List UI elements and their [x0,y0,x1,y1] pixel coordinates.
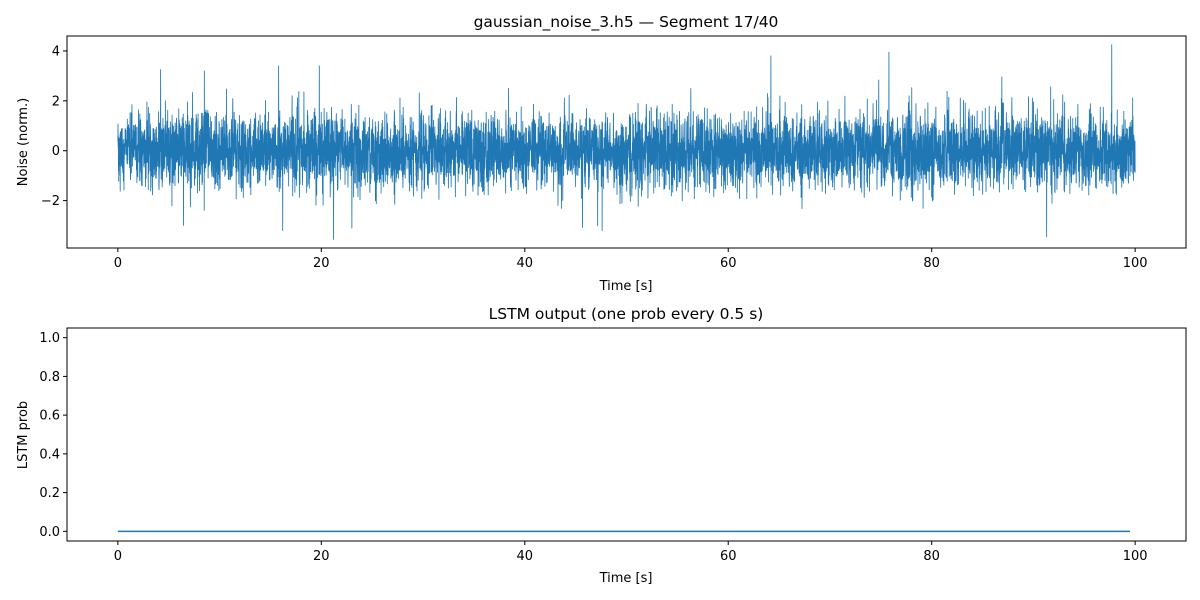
y-tick-label: 4 [52,44,60,59]
x-tick-label: 100 [1123,256,1148,271]
lstm-chart-title: LSTM output (one prob every 0.5 s) [489,305,764,323]
x-tick-label: 40 [516,549,533,564]
x-tick-label: 100 [1123,549,1148,564]
noise-plot-frame [66,35,1187,249]
x-tick-label: 20 [313,549,330,564]
lstm-plot-frame [66,327,1187,542]
y-tick-label: 1.0 [39,331,60,346]
y-tick-label: 0.8 [39,370,60,385]
y-tick-label: 0.6 [39,409,60,424]
x-tick-label: 60 [720,256,737,271]
lstm-y-axis-label: LSTM prob [16,401,31,469]
lstm-x-axis: 0 20 40 60 80 100 [114,541,1148,564]
noise-line [117,44,1136,240]
x-tick-label: 0 [114,256,122,271]
x-tick-label: 40 [516,256,533,271]
y-tick-label: 0.4 [39,447,60,462]
noise-y-axis: −2 0 2 4 [41,44,67,209]
x-tick-label: 80 [923,549,940,564]
y-tick-label: 0.2 [39,486,60,501]
noise-y-axis-label: Noise (norm.) [16,98,31,186]
noise-panel: gaussian_noise_3.h5 — Segment 17/40 0 20 4… [16,13,1187,294]
x-tick-label: 20 [313,256,330,271]
x-tick-label: 80 [923,256,940,271]
lstm-panel: LSTM output (one prob every 0.5 s) 0 20 40… [16,305,1187,586]
noise-series [117,44,1136,240]
y-tick-label: 2 [52,94,60,109]
y-tick-label: −2 [41,194,60,209]
lstm-y-axis: 0.0 0.2 0.4 0.6 0.8 1.0 [39,331,67,540]
noise-x-axis-label: Time [s] [599,279,653,294]
y-tick-label: 0 [52,144,60,159]
noise-chart-title: gaussian_noise_3.h5 — Segment 17/40 [474,13,779,32]
y-tick-label: 0.0 [39,525,60,540]
x-tick-label: 60 [720,549,737,564]
x-tick-label: 0 [114,549,122,564]
noise-x-axis: 0 20 40 60 80 100 [114,248,1148,271]
lstm-x-axis-label: Time [s] [599,571,653,586]
